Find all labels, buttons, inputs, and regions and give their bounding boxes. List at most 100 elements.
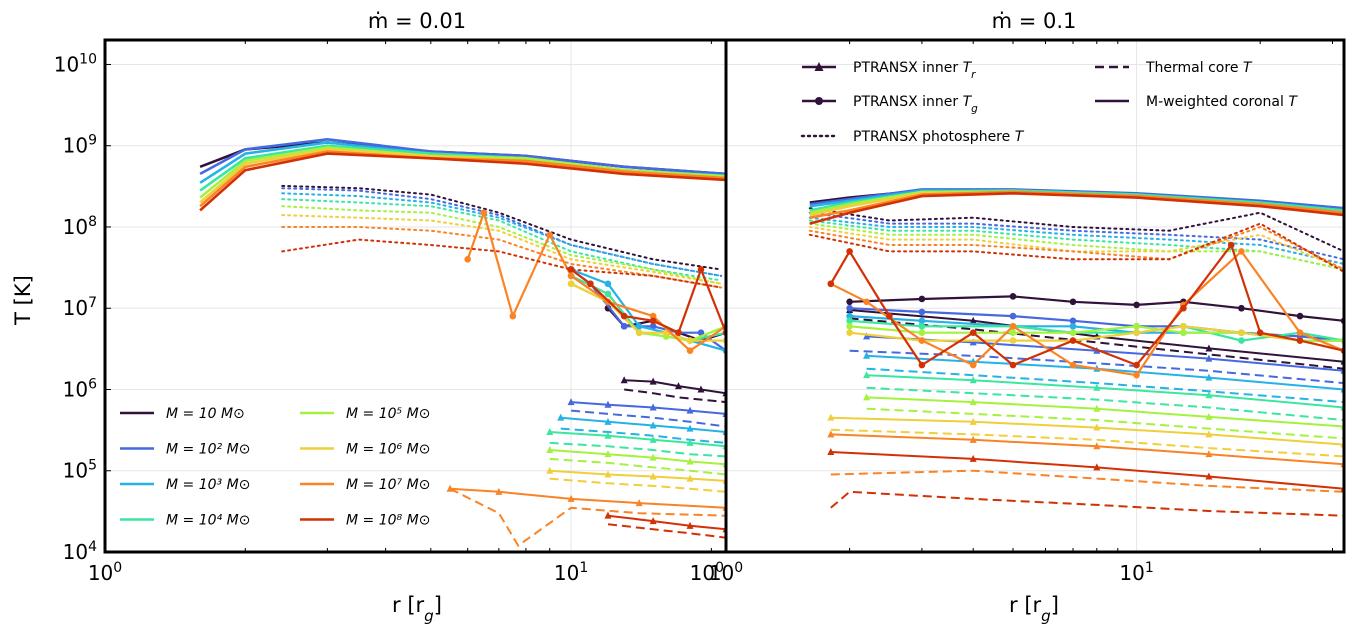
series-6-inner-tr-marker xyxy=(1093,442,1101,450)
legend-label-2: M = 10³ M⊙ xyxy=(166,477,250,493)
legend-style-label-4: M-weighted coronal T xyxy=(1146,94,1298,110)
panel-0-x-tick-label-1: 101 xyxy=(554,560,588,585)
series-7-inner-tr-marker xyxy=(827,448,835,456)
series-0-inner-tr-marker xyxy=(674,382,682,390)
series-6-inner-tr-marker xyxy=(635,499,643,507)
series-0-thermal-core-line xyxy=(624,388,726,404)
series-5-inner-tg-marker xyxy=(1180,322,1187,330)
series-4-inner-tg-marker xyxy=(1009,329,1017,336)
series-0-inner-tr-marker xyxy=(697,385,705,393)
series-6-inner-tr-marker xyxy=(567,494,575,502)
series-4-thermal-core-line xyxy=(866,407,1344,440)
series-6-thermal-core-line xyxy=(830,469,1344,493)
series-3-thermal-core-line xyxy=(866,386,1344,422)
series-4-thermal-core-line xyxy=(549,457,726,476)
y-tick-label-4: 108 xyxy=(63,214,97,239)
legend-label-0: M = 10 M⊙ xyxy=(166,406,245,422)
series-5-inner-tg-marker xyxy=(1238,329,1245,336)
series-7-inner-tg-marker xyxy=(1256,329,1264,336)
series-2-inner-tg-marker xyxy=(846,312,853,320)
series-5-inner-tg-marker xyxy=(567,280,575,288)
series-7-inner-tr-marker xyxy=(1205,472,1213,480)
series-2-inner-tr-marker xyxy=(863,351,871,359)
legend-style-label-3: Thermal core T xyxy=(1145,60,1253,76)
series-6-inner-tg-marker xyxy=(480,209,488,216)
series-1-inner-tg-marker xyxy=(918,308,926,316)
series-4-inner-tg-marker xyxy=(1133,322,1140,330)
series-6-inner-tg-line xyxy=(830,249,1344,377)
series-5-inner-tr-marker xyxy=(969,417,977,425)
series-2-thermal-core-line xyxy=(560,427,726,444)
series-7-inner-tg-marker xyxy=(697,266,705,273)
series-5-inner-tr-marker xyxy=(1205,430,1213,438)
series-7-inner-tg-line xyxy=(829,242,1344,367)
legend-label-4: M = 10⁵ M⊙ xyxy=(346,406,430,422)
legend-circle-marker xyxy=(815,97,823,105)
series-2-inner-tg-line xyxy=(570,268,726,352)
series-1-inner-tg-marker xyxy=(620,322,628,330)
series-2-inner-tr-marker xyxy=(649,421,657,429)
series-7-inner-tg-marker xyxy=(886,312,893,320)
series-6-inner-tg-marker xyxy=(509,312,517,320)
series-6-inner-tg-marker xyxy=(918,337,926,344)
series-1-inner-tr-marker xyxy=(567,398,575,406)
panel-1-x-tick-label-0: 100 xyxy=(709,560,743,585)
series-4-inner-tg-marker xyxy=(1069,329,1077,336)
series-3-inner-tg-marker xyxy=(846,317,853,325)
series-4-inner-tg-marker xyxy=(846,322,853,330)
series-1-inner-tr-marker xyxy=(686,406,694,414)
series-4-inner-tr-marker xyxy=(1205,412,1213,420)
series-3-inner-tr-marker xyxy=(686,438,694,446)
y-tick-label-2: 106 xyxy=(63,376,97,401)
series-7-inner-tg-marker xyxy=(1296,337,1304,344)
panel-0-x-axis-label: r [rg] xyxy=(392,593,442,625)
legend-label-5: M = 10⁶ M⊙ xyxy=(346,442,430,458)
series-3-inner-tr-marker xyxy=(969,376,977,384)
series-1-inner-tg-marker xyxy=(1009,312,1017,320)
series-5-inner-tr-marker xyxy=(1093,423,1101,431)
series-6-inner-tr-marker xyxy=(969,435,977,443)
series-6-inner-tg-marker xyxy=(1009,322,1017,330)
series-7-thermal-core-line xyxy=(830,490,1344,517)
series-7-inner-tr-marker xyxy=(969,454,977,462)
series-1-coronal-line xyxy=(199,137,726,176)
series-6-inner-tg-marker xyxy=(1296,329,1304,336)
series-6-inner-tg-marker xyxy=(863,298,870,306)
series-5-inner-tr-marker xyxy=(827,413,835,421)
y-tick-label-3: 107 xyxy=(63,295,97,320)
series-6-thermal-core-line xyxy=(449,487,726,548)
series-7-inner-tg-marker xyxy=(620,312,628,320)
y-tick-label-5: 109 xyxy=(63,133,97,158)
series-7-thermal-core-line xyxy=(607,523,726,539)
series-2-inner-tr-marker xyxy=(686,424,694,432)
series-6-inner-tr-marker xyxy=(1205,450,1213,458)
series-5-thermal-core-line xyxy=(549,477,726,493)
series-1-inner-tr-line xyxy=(571,401,726,415)
series-3-inner-tr-marker xyxy=(1205,391,1213,399)
series-5-inner-tr-line xyxy=(549,469,726,482)
series-0-inner-tr-marker xyxy=(620,376,628,384)
series-3-inner-tr-marker xyxy=(863,371,871,379)
series-1-inner-tg-marker xyxy=(649,322,657,330)
legend-triangle-marker xyxy=(814,62,824,71)
legend-label-3: M = 10⁴ M⊙ xyxy=(166,513,250,529)
series-5-inner-tr-marker xyxy=(604,470,612,478)
series-6-inner-tr-line xyxy=(450,487,726,509)
series-5-photosphere-line xyxy=(281,214,723,285)
panel-1-title: ṁ = 0.1 xyxy=(992,9,1077,33)
series-7-inner-tr-line xyxy=(607,514,726,531)
series-6-inner-tg-marker xyxy=(567,272,575,280)
series-5-inner-tg-marker xyxy=(686,337,694,344)
series-2-inner-tg-marker xyxy=(635,322,643,330)
series-5-photosphere-line xyxy=(808,226,1344,271)
series-4-inner-tg-marker xyxy=(918,329,926,336)
series-3-photosphere-line xyxy=(808,219,1344,271)
legend-style-label-1: PTRANSX inner Tg xyxy=(853,94,978,115)
y-tick-label-1: 105 xyxy=(63,458,97,483)
series-2-photosphere-line xyxy=(281,192,723,277)
series-3-inner-tr-marker xyxy=(546,427,554,435)
series-0-inner-tg-marker xyxy=(1238,304,1245,312)
series-7-inner-tr-marker xyxy=(604,511,612,519)
series-7-inner-tr-marker xyxy=(1093,463,1101,471)
